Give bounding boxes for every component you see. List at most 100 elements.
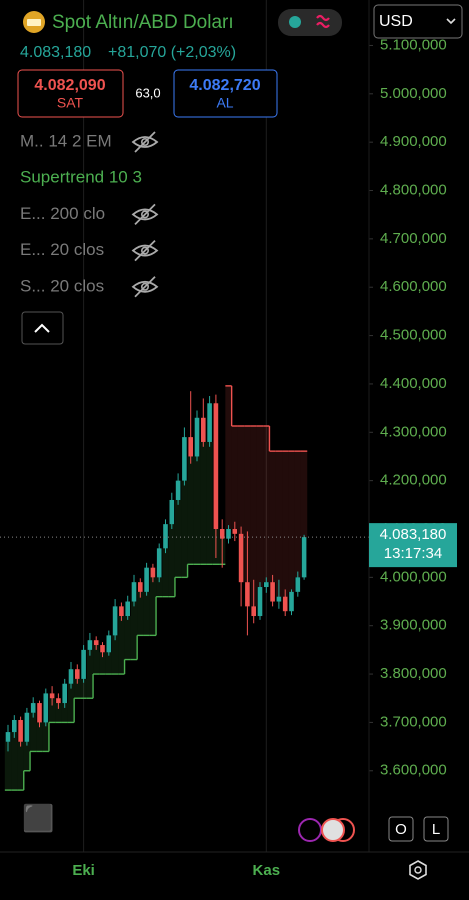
candle-body	[43, 693, 49, 723]
candle-body	[238, 533, 244, 583]
trend-fill	[294, 451, 301, 578]
trend-fill	[55, 703, 62, 723]
trend-fill	[61, 703, 68, 723]
candle-body	[270, 582, 275, 602]
visibility-icon-pupil	[141, 246, 150, 255]
candle-body	[87, 640, 93, 650]
indicator-label[interactable]: S... 20 clos	[20, 276, 104, 295]
candle-body	[301, 537, 307, 578]
buy-button[interactable]	[173, 69, 278, 118]
flag-icon[interactable]	[321, 818, 345, 842]
trend-fill	[111, 635, 119, 675]
candle-body	[201, 417, 206, 442]
flash-icon[interactable]	[298, 818, 322, 842]
candle-body	[276, 596, 282, 602]
trend-fill	[124, 616, 131, 660]
visibility-icon-slash	[134, 276, 156, 298]
indicator-label[interactable]: E... 200 clo	[20, 204, 105, 223]
buy-price: 4.082,720	[189, 77, 260, 94]
indicator-label[interactable]: E... 20 clos	[20, 240, 104, 259]
trend-fill	[231, 426, 238, 529]
toggle[interactable]	[278, 9, 342, 36]
trend-fill	[130, 601, 138, 660]
candle-body	[62, 683, 67, 704]
trend-fill	[269, 451, 276, 583]
option-button[interactable]	[423, 816, 449, 842]
collapse-button[interactable]	[21, 311, 64, 345]
trend-fill	[118, 616, 125, 675]
y-tick-label: 4.200,000	[380, 472, 447, 489]
sell-button[interactable]	[17, 69, 124, 118]
candle-body	[119, 606, 124, 617]
trend-fill	[244, 426, 251, 583]
candle-body	[106, 635, 112, 653]
trend-fill	[162, 548, 169, 597]
trend-fill	[187, 456, 194, 565]
indicator-label[interactable]: M.. 14 2 EM	[20, 131, 112, 150]
candle-body	[156, 548, 162, 578]
candle-body	[295, 577, 301, 592]
indicator-label[interactable]: Supertrend 10 3	[20, 168, 142, 187]
trend-fill	[200, 441, 207, 565]
trend-fill	[11, 732, 18, 791]
toggle-dot	[289, 16, 301, 28]
trend-fill	[282, 451, 289, 597]
candle-body	[182, 437, 187, 481]
option-button[interactable]	[388, 816, 414, 842]
trend-fill	[23, 741, 31, 771]
settings-icon[interactable]	[409, 860, 427, 880]
candle-body	[138, 582, 143, 592]
visibility-icon-slash	[134, 203, 156, 226]
sell-price: 4.082,090	[34, 77, 105, 94]
currency-select[interactable]	[373, 4, 463, 39]
trend-fill	[86, 649, 94, 699]
trend-fill	[288, 451, 295, 592]
candle-body	[245, 582, 250, 607]
candle-body	[188, 437, 193, 457]
candle-body	[68, 669, 74, 684]
candle-body	[125, 601, 130, 617]
y-tick-label: 5.100,000	[380, 36, 447, 53]
x-tick-label: Eki	[72, 862, 95, 879]
candle-body	[289, 591, 294, 612]
trend-fill	[99, 652, 106, 675]
currency-label: USD	[379, 13, 413, 30]
candle-body	[112, 606, 118, 636]
visibility-icon-pupil	[141, 138, 150, 147]
trend-fill	[181, 480, 188, 578]
candle-body	[24, 712, 30, 742]
candle-body	[144, 567, 149, 592]
indicator-list: M.. 14 2 EM Supertrend 10 3 E... 200 clo E.…	[20, 131, 159, 298]
option-label: L	[432, 821, 440, 838]
trend-fill	[93, 645, 100, 675]
last-price-label: 4.083,180	[380, 526, 447, 543]
logo: ⬛	[22, 803, 54, 833]
trend-fill	[4, 741, 12, 791]
trend-fill	[137, 591, 144, 636]
candle-body	[81, 649, 86, 679]
candle-body	[163, 524, 168, 549]
visibility-icon-pupil	[141, 210, 150, 219]
candle-body	[18, 719, 23, 742]
trend-fill	[149, 577, 157, 636]
candle-body	[282, 596, 288, 612]
trend-fill	[143, 591, 150, 636]
trend-fill	[174, 499, 182, 578]
symbol-title[interactable]: Spot Altın/ABD Doları	[52, 12, 234, 33]
trend-fill	[67, 683, 75, 723]
trend-fill	[36, 722, 43, 752]
trend-fill	[237, 426, 245, 534]
candle-body	[226, 528, 231, 539]
trend-fill	[17, 741, 24, 791]
chevron	[446, 18, 456, 25]
settings-icon-dot	[414, 866, 422, 874]
trend-fill	[263, 426, 270, 583]
visibility-icon-pupil	[141, 282, 150, 291]
y-tick-label: 4.600,000	[380, 278, 447, 295]
y-tick-label: 3.700,000	[380, 713, 447, 730]
candle-body	[131, 582, 137, 602]
candle-body	[264, 582, 269, 588]
sell-label: SAT	[57, 95, 84, 111]
